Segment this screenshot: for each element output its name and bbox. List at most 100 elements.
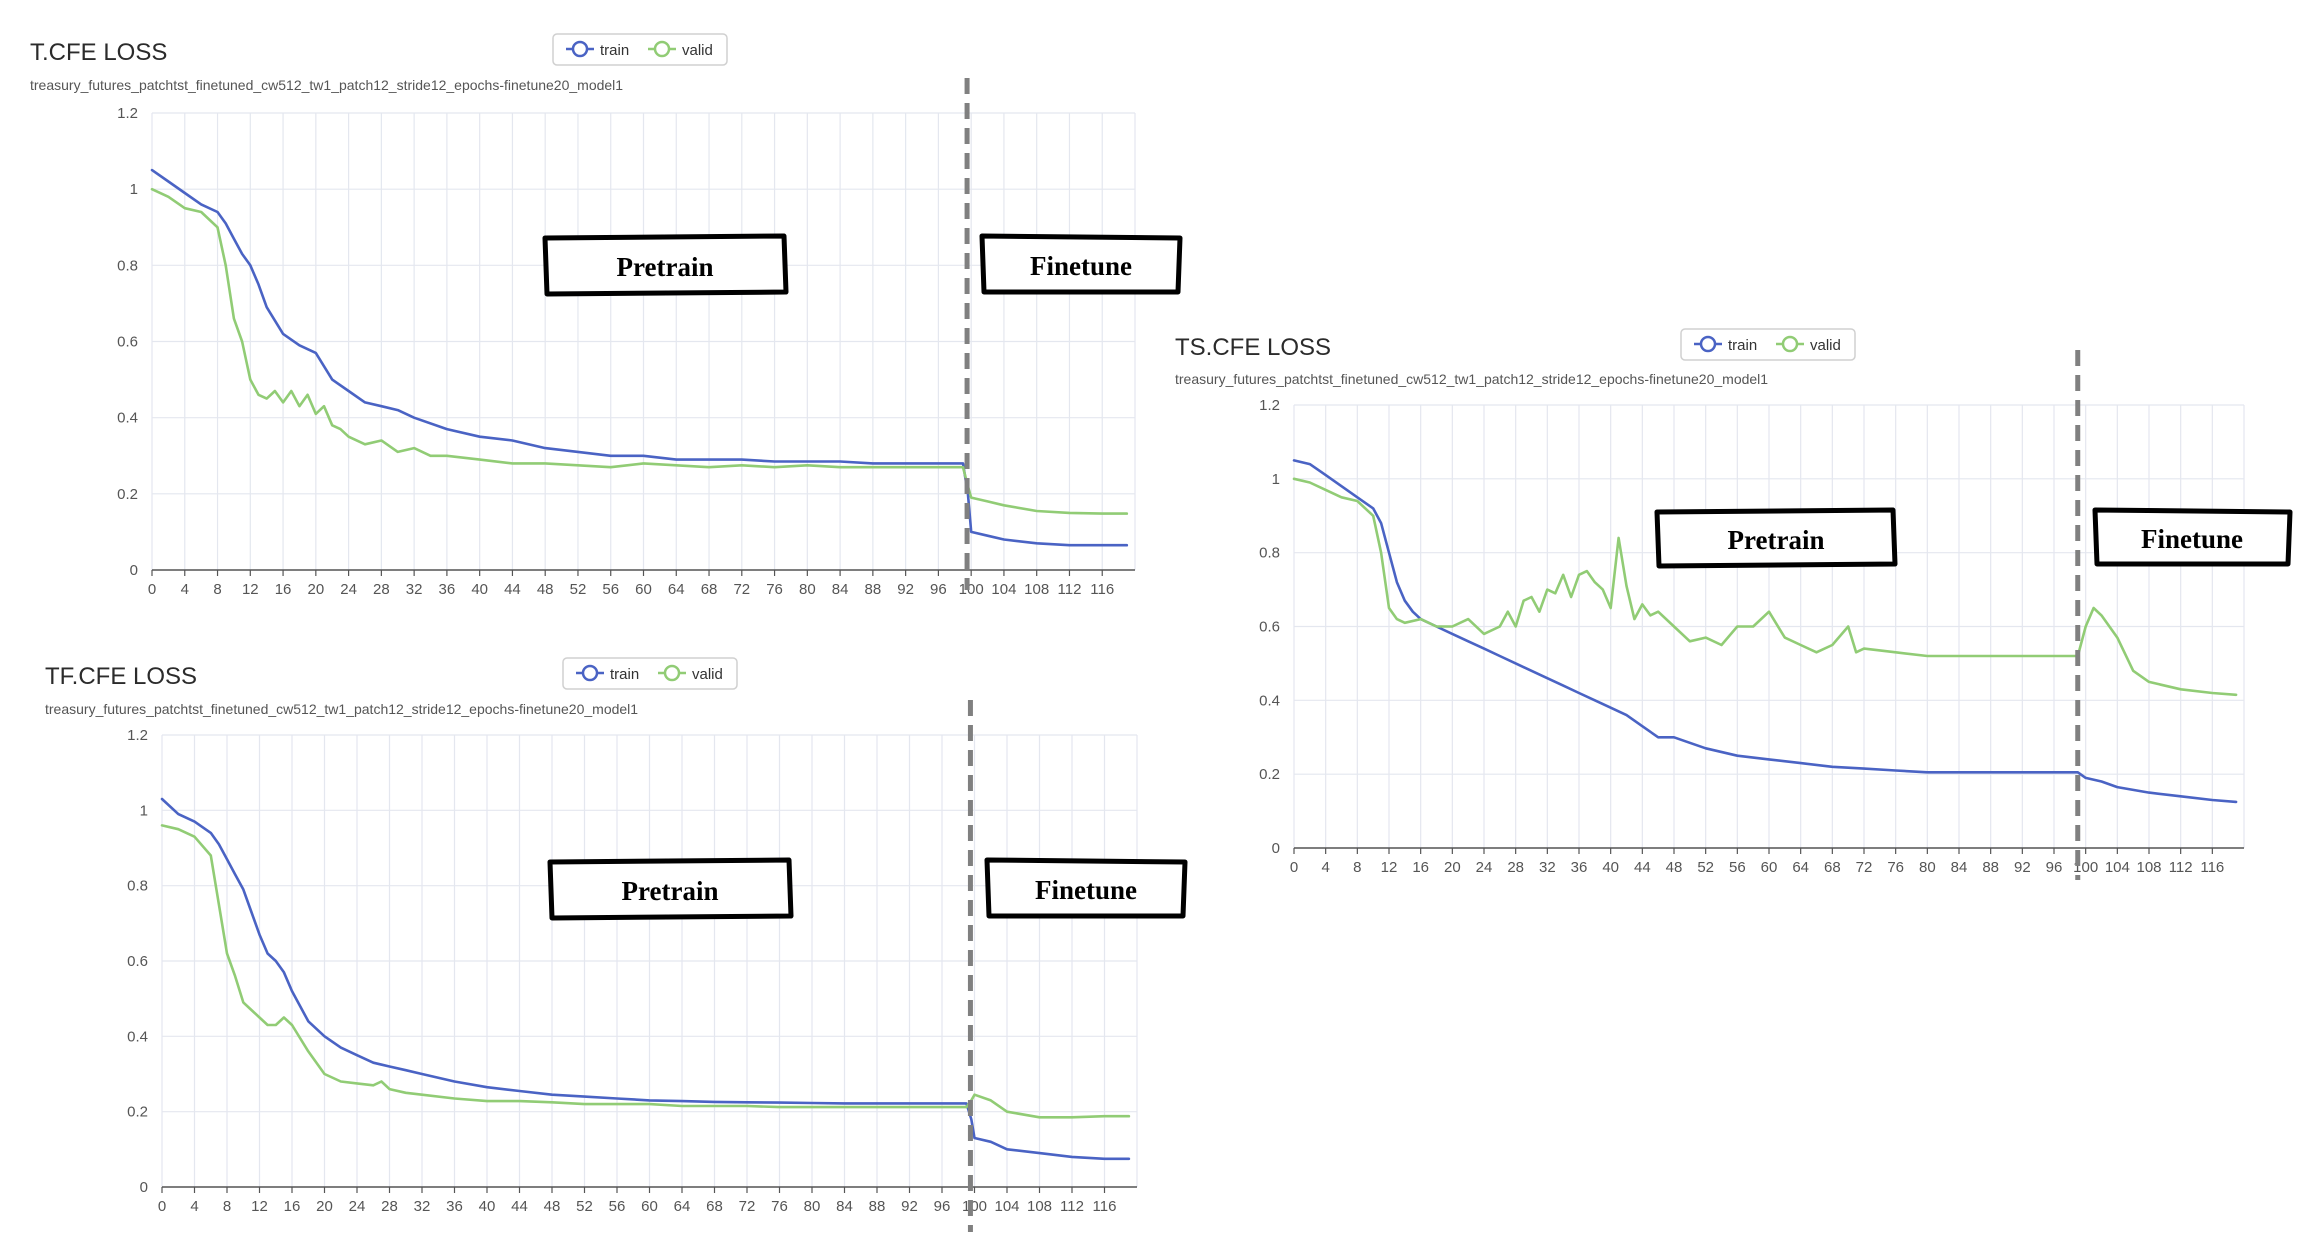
x-tick-label: 116 xyxy=(1093,1198,1117,1215)
y-tick-label: 0 xyxy=(140,1179,148,1196)
x-tick-label: 8 xyxy=(223,1198,231,1215)
x-tick-label: 20 xyxy=(307,581,324,598)
legend-item-train[interactable]: train xyxy=(576,664,639,683)
x-tick-label: 92 xyxy=(2014,859,2031,876)
x-tick-label: 64 xyxy=(1792,859,1809,876)
chart-tf-cfe-loss: TF.CFE LOSS treasury_futures_patchtst_fi… xyxy=(45,657,1188,1232)
chart-ts-cfe-loss: TS.CFE LOSS treasury_futures_patchtst_fi… xyxy=(1175,328,2293,880)
legend-valid-marker xyxy=(663,664,681,682)
x-tick-label: 88 xyxy=(865,581,882,598)
x-tick-label: 108 xyxy=(2136,859,2161,876)
x-tick-label: 24 xyxy=(1476,859,1493,876)
x-tick-label: 48 xyxy=(544,1198,561,1215)
finetune-label: Finetune xyxy=(2141,524,2243,554)
plot-area: 00.20.40.60.811.20 4 8 12 16 20 24 28 32 36 40 44 48… xyxy=(1259,350,2245,880)
x-tick-label: 64 xyxy=(668,581,685,598)
x-tick-label: 40 xyxy=(471,581,488,598)
x-tick-label: 24 xyxy=(349,1198,366,1215)
legend[interactable]: train valid xyxy=(552,33,728,66)
x-tick-label: 36 xyxy=(1571,859,1588,876)
chart-t-cfe-loss: T.CFE LOSS treasury_futures_patchtst_fin… xyxy=(30,33,1183,598)
legend-train-label: train xyxy=(600,42,629,59)
x-tick-label: 12 xyxy=(242,581,259,598)
x-tick-label: 32 xyxy=(414,1198,431,1215)
legend-box xyxy=(552,33,728,66)
x-tick-label: 112 xyxy=(1060,1198,1084,1215)
x-tick-label: 64 xyxy=(674,1198,691,1215)
legend-train-label: train xyxy=(1728,337,1757,354)
x-tick-label: 104 xyxy=(991,581,1016,598)
y-tick-label: 1 xyxy=(130,181,138,198)
y-tick-label: 0.8 xyxy=(1259,545,1280,562)
y-tick-label: 0.8 xyxy=(117,257,138,274)
x-tick-label: 96 xyxy=(930,581,947,598)
legend-valid-label: valid xyxy=(1810,337,1841,354)
legend-item-valid[interactable]: valid xyxy=(648,40,713,59)
x-tick-label: 108 xyxy=(1024,581,1049,598)
chart-title: TS.CFE LOSS xyxy=(1175,334,1331,361)
x-tick-label: 12 xyxy=(251,1198,268,1215)
x-tick-label: 80 xyxy=(799,581,816,598)
x-tick-label: 24 xyxy=(340,581,357,598)
x-tick-label: 32 xyxy=(1539,859,1556,876)
x-tick-label: 60 xyxy=(635,581,652,598)
x-tick-label: 52 xyxy=(570,581,587,598)
x-tick-label: 28 xyxy=(373,581,390,598)
pretrain-label: Pretrain xyxy=(1728,525,1825,555)
y-tick-label: 0.2 xyxy=(127,1104,148,1121)
x-tick-label: 96 xyxy=(934,1198,951,1215)
x-tick-label: 52 xyxy=(1697,859,1714,876)
x-tick-label: 84 xyxy=(832,581,849,598)
x-tick-label: 16 xyxy=(284,1198,301,1215)
series-line-train xyxy=(1292,459,2238,804)
x-tick-label: 60 xyxy=(1761,859,1778,876)
x-tick-label: 76 xyxy=(766,581,783,598)
pretrain-box: Pretrain xyxy=(1654,507,1898,569)
x-tick-label: 116 xyxy=(1090,581,1114,598)
legend-item-valid[interactable]: valid xyxy=(658,664,723,683)
y-tick-label: 1 xyxy=(140,802,148,819)
x-tick-label: 44 xyxy=(511,1198,528,1215)
legend-box xyxy=(1680,328,1856,361)
x-tick-label: 76 xyxy=(1887,859,1904,876)
x-tick-label: 68 xyxy=(701,581,718,598)
chart-subtitle: treasury_futures_patchtst_finetuned_cw51… xyxy=(30,77,623,93)
y-tick-label: 0.2 xyxy=(117,486,138,503)
x-tick-label: 32 xyxy=(406,581,423,598)
finetune-frame xyxy=(979,233,1183,295)
legend[interactable]: train valid xyxy=(562,657,738,690)
x-tick-label: 96 xyxy=(2046,859,2063,876)
finetune-label: Finetune xyxy=(1035,875,1137,905)
x-tick-label: 104 xyxy=(994,1198,1019,1215)
plot-area: 00.20.40.60.811.20 4 8 12 16 20 24 28 32 36 40 44 48… xyxy=(127,700,1138,1232)
y-tick-label: 0 xyxy=(130,562,138,579)
x-tick-label: 88 xyxy=(1982,859,1999,876)
x-tick-label: 16 xyxy=(275,581,292,598)
x-tick-label: 20 xyxy=(316,1198,333,1215)
legend-train-marker xyxy=(571,40,589,58)
x-tick-label: 108 xyxy=(1027,1198,1052,1215)
y-tick-label: 1.2 xyxy=(127,727,148,744)
x-tick-label: 16 xyxy=(1412,859,1429,876)
y-tick-label: 0.6 xyxy=(1259,619,1280,636)
x-tick-label: 28 xyxy=(1507,859,1524,876)
legend-valid-marker xyxy=(653,40,671,58)
x-tick-label: 100 xyxy=(959,581,984,598)
finetune-box: Finetune xyxy=(979,233,1183,295)
legend-item-train[interactable]: train xyxy=(566,40,629,59)
legend-item-valid[interactable]: valid xyxy=(1776,335,1841,354)
x-tick-label: 40 xyxy=(1602,859,1619,876)
pretrain-frame xyxy=(542,233,789,297)
y-tick-label: 1.2 xyxy=(117,105,138,122)
x-tick-label: 36 xyxy=(446,1198,463,1215)
x-tick-label: 56 xyxy=(609,1198,626,1215)
legend[interactable]: train valid xyxy=(1680,328,1856,361)
y-tick-label: 1.2 xyxy=(1259,397,1280,414)
x-tick-label: 84 xyxy=(836,1198,853,1215)
legend-train-label: train xyxy=(610,666,639,683)
x-tick-label: 12 xyxy=(1381,859,1398,876)
y-tick-label: 0.2 xyxy=(1259,766,1280,783)
legend-item-train[interactable]: train xyxy=(1694,335,1757,354)
series-line-valid xyxy=(160,824,1131,1119)
